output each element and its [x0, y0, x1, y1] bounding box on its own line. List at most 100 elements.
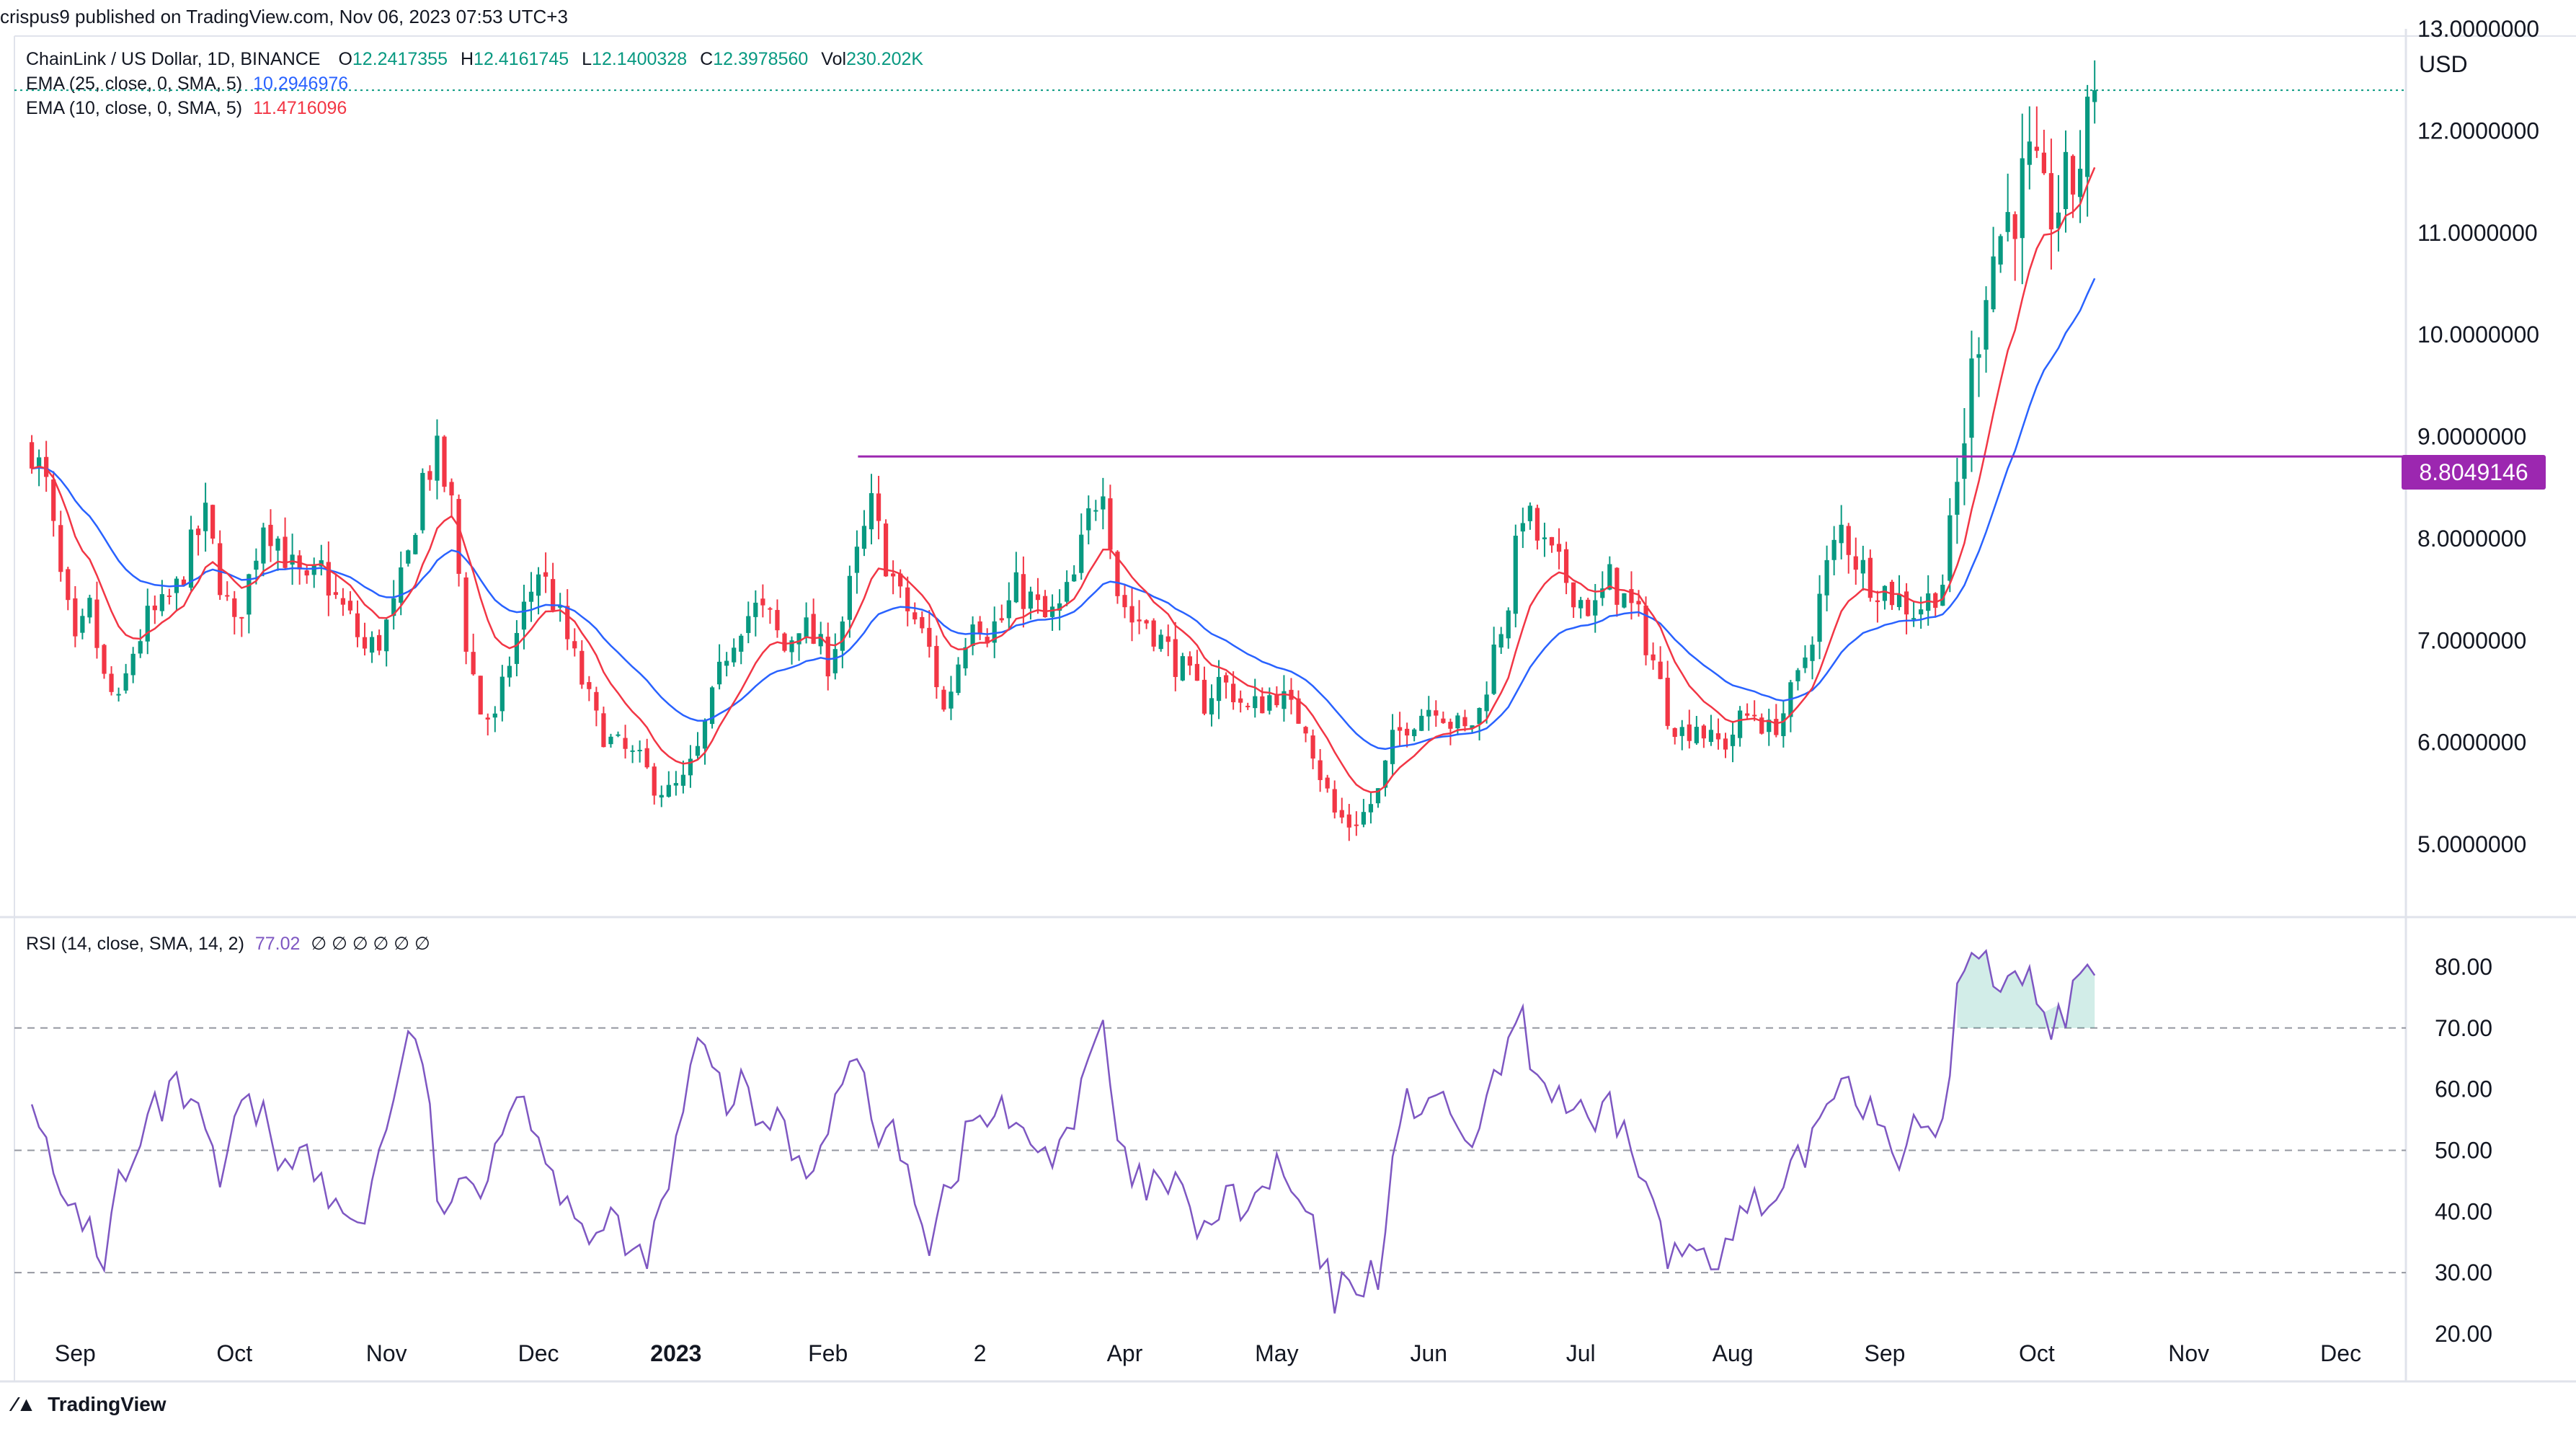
candle-body	[1057, 603, 1062, 611]
candle-body	[1223, 675, 1229, 683]
candle-body	[1658, 661, 1663, 679]
candle-body	[1976, 354, 1981, 358]
candle-body	[1810, 645, 1815, 661]
candle-body	[1513, 536, 1518, 614]
candle-body	[1723, 738, 1728, 750]
rsi-line	[30, 949, 2096, 1314]
candle-body	[1173, 639, 1178, 677]
candle-body	[630, 750, 635, 752]
rsi-tick-label: 80.00	[2435, 954, 2492, 980]
candle-body	[1419, 715, 1424, 731]
candle-body	[702, 720, 708, 749]
candle-body	[1940, 585, 1945, 606]
candle-body	[840, 621, 845, 651]
candle-body	[456, 499, 461, 574]
candle-body	[1520, 523, 1525, 532]
candle-body	[775, 610, 780, 631]
candle-body	[1013, 572, 1018, 603]
candle-body	[1571, 582, 1576, 608]
time-axis-label: Jun	[1410, 1340, 1447, 1366]
candle-body	[275, 538, 280, 551]
candle-body	[1962, 443, 1967, 479]
currency-button[interactable]: USD	[2407, 43, 2551, 85]
candle-body	[1434, 710, 1439, 716]
candle-body	[1137, 619, 1142, 621]
time-axis-label: 2023	[650, 1340, 701, 1366]
rsi-value: 77.02	[254, 934, 301, 954]
time-axis-label: Sep	[1864, 1340, 1905, 1366]
candle-body	[1506, 610, 1511, 639]
candle-body	[1701, 725, 1706, 739]
candle-body	[1795, 670, 1800, 681]
candle-body	[1665, 678, 1670, 726]
candle-body	[1318, 760, 1323, 780]
candle-body	[804, 617, 809, 637]
candle-body	[528, 591, 534, 602]
candle-body	[1911, 618, 1917, 620]
candle-body	[1354, 824, 1359, 826]
candle-body	[1151, 620, 1156, 647]
candle-body	[616, 734, 621, 736]
candle-body	[1202, 679, 1207, 714]
candle-body	[159, 594, 164, 611]
candle-body	[746, 616, 751, 633]
candle-body	[623, 738, 628, 749]
candle-body	[391, 598, 396, 616]
candle-body	[463, 577, 468, 652]
rsi-tick-label: 30.00	[2435, 1260, 2492, 1286]
candle-body	[499, 676, 505, 712]
candle-body	[1853, 556, 1858, 570]
candle-body	[912, 612, 918, 620]
candle-body	[949, 691, 954, 709]
candle-body	[1593, 600, 1598, 616]
tradingview-logo-icon: ⁄▲	[13, 1393, 37, 1415]
candle-body	[1310, 735, 1315, 759]
candle-body	[1615, 567, 1620, 605]
ohlc-item-c: C12.3978560	[700, 49, 808, 69]
candle-body	[999, 618, 1004, 621]
candle-body	[695, 746, 701, 756]
candle-body	[1187, 656, 1192, 666]
candle-body	[941, 689, 946, 710]
candle-body	[1556, 544, 1562, 552]
candle-body	[1694, 727, 1699, 743]
candle-body	[58, 525, 63, 572]
rsi-tick-label: 60.00	[2435, 1076, 2492, 1102]
candle-body	[399, 567, 404, 603]
resistance-price-label: 8.8049146	[2402, 455, 2546, 490]
time-axis-label: Dec	[2320, 1340, 2361, 1366]
candle-body	[130, 653, 136, 676]
candle-body	[347, 601, 353, 611]
candle-body	[326, 562, 331, 596]
candle-body	[1245, 705, 1251, 707]
candle-body	[1296, 698, 1301, 724]
tradingview-logo[interactable]: ⁄▲ TradingView	[13, 1393, 166, 1416]
candle-body	[1361, 812, 1367, 825]
candle-body	[239, 616, 244, 619]
candle-body	[1282, 691, 1287, 709]
candle-body	[739, 635, 744, 652]
price-tick-label: 12.0000000	[2417, 118, 2539, 143]
candle-body	[637, 750, 642, 752]
ohlc-value: 12.3978560	[713, 49, 809, 69]
candle-body	[1238, 698, 1243, 703]
candle-body	[507, 665, 512, 678]
candle-body	[970, 624, 975, 647]
candle-body	[2092, 90, 2097, 102]
candle-body	[1998, 236, 2003, 265]
candle-body	[1933, 593, 1938, 609]
candle-body	[760, 598, 765, 606]
candle-body	[413, 534, 418, 554]
time-axis-label: May	[1255, 1340, 1298, 1366]
candle-body	[2085, 97, 2090, 177]
price-tick-label: 7.0000000	[2417, 627, 2526, 653]
candle-body	[1563, 549, 1569, 583]
candle-body	[94, 599, 99, 648]
candle-body	[565, 606, 570, 640]
candle-body	[1715, 733, 1721, 740]
candle-body	[2063, 151, 2069, 210]
candle-body	[717, 661, 722, 685]
ohlc-key: Vol	[821, 49, 847, 69]
candle-body	[1984, 300, 1989, 350]
